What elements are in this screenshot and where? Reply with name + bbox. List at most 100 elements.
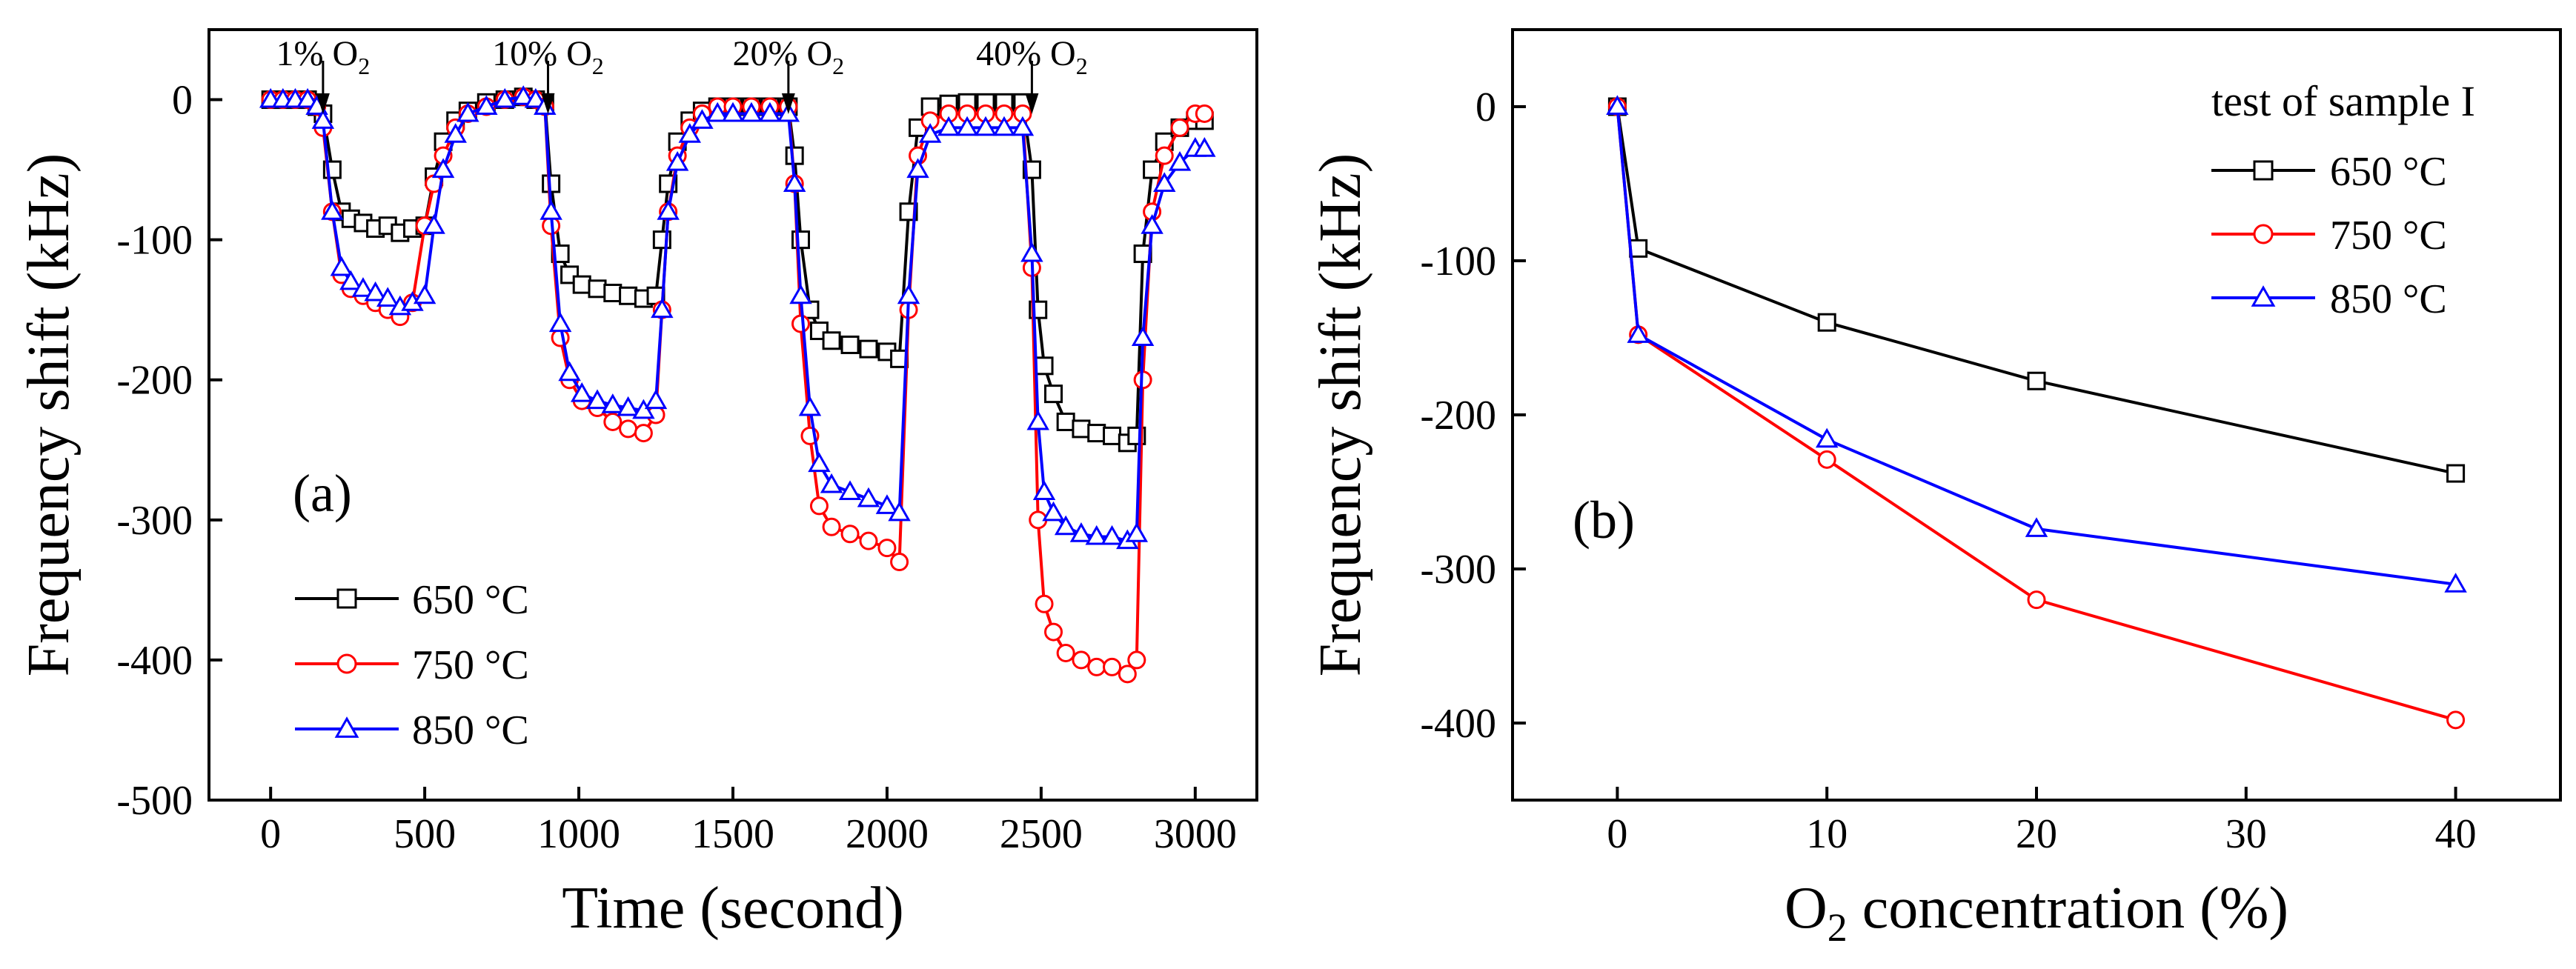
panel-a-legend-marker xyxy=(336,588,357,609)
panel-b-y-tick-label: -400 xyxy=(1420,701,1496,747)
panel-b-data-point xyxy=(1627,323,1650,343)
panel-a-data-point xyxy=(1087,657,1106,676)
panel-a-data-point xyxy=(570,382,594,402)
panel-a-data-point xyxy=(1195,104,1214,123)
panel-b-y-axis-title: Frequency shift (kHz) xyxy=(1308,153,1373,676)
panel-a-annotation-base: 20% O xyxy=(733,34,833,73)
panel-a-data-point xyxy=(551,328,570,347)
panel-a-data-point xyxy=(617,396,640,416)
panel-a-y-tick-label: -300 xyxy=(116,498,193,544)
panel-a-data-point xyxy=(1103,426,1122,445)
panel-a-data-point xyxy=(603,283,623,302)
panel-b-legend-marker xyxy=(2253,160,2274,181)
panel-a-data-point xyxy=(789,284,812,304)
panel-a-data-point xyxy=(1054,515,1078,536)
panel-b-series-2 xyxy=(1606,95,2467,593)
panel-a-data-point xyxy=(918,123,942,143)
panel-a-data-point xyxy=(809,496,829,516)
panel-a-data-point xyxy=(351,277,375,297)
panel-a-data-point xyxy=(1153,172,1176,192)
panel-a-data-point xyxy=(822,331,841,350)
panel-a-data-point xyxy=(840,335,860,354)
panel-a-legend-label: 750 °C xyxy=(412,642,529,688)
panel-a-series-line xyxy=(270,95,1205,543)
panel-a-y-tick-label: -100 xyxy=(116,218,193,264)
panel-a-data-point xyxy=(1056,643,1075,662)
panel-a-data-point xyxy=(678,123,702,143)
panel-a-data-point xyxy=(791,230,810,250)
panel-a-annotation: 10% O2 xyxy=(492,34,604,79)
panel-a-data-point xyxy=(706,101,729,122)
panel-b-x-axis-title-base: O xyxy=(1785,876,1828,941)
chart-panel-b: 0 10 20 30 40 0 -100 -200 -300 -400 (b) O2 concen… xyxy=(1308,28,2562,950)
panel-a-y-tick-label: -500 xyxy=(116,778,193,824)
panel-a-y-tick-label: -200 xyxy=(116,358,193,404)
panel-a-series-1 xyxy=(261,87,1214,684)
panel-a-data-point xyxy=(1032,480,1056,500)
panel-b-data-point xyxy=(2027,590,2046,610)
panel-a-data-point xyxy=(785,146,804,165)
panel-a-data-point xyxy=(822,517,841,536)
panel-a-data-point xyxy=(1155,146,1174,165)
panel-a-data-point xyxy=(540,200,562,220)
panel-a-annotations: 1% O2 10% O2 20% O2 40% O2 xyxy=(276,34,1088,114)
panel-a-y-axis-title: Frequency shift (kHz) xyxy=(16,153,82,676)
panel-a-data-point xyxy=(1087,424,1106,443)
panel-a-data-point xyxy=(1143,160,1162,179)
panel-a-data-point xyxy=(758,101,782,122)
panel-a-data-point xyxy=(524,87,548,108)
panel-b-series-layer xyxy=(1606,95,2467,730)
panel-a-data-point xyxy=(820,473,843,493)
panel-a-data-point xyxy=(632,399,655,419)
panel-a-data-point xyxy=(875,494,899,514)
panel-a-data-point xyxy=(906,158,929,179)
panel-a-x-axis-title: Time (second) xyxy=(562,876,903,941)
panel-a-data-point xyxy=(808,452,831,473)
panel-b-legend-label: 650 °C xyxy=(2330,149,2447,195)
panel-b-legend-marker xyxy=(2251,285,2276,307)
panel-a-x-tick-label: 1000 xyxy=(537,811,620,857)
panel-a-data-point xyxy=(634,424,653,443)
panel-a-data-point xyxy=(1035,356,1054,376)
panel-a-data-point xyxy=(1056,412,1075,431)
panel-a-data-point xyxy=(364,281,387,302)
panel-a-annotation: 1% O2 xyxy=(276,34,371,79)
panel-b-y-tick-label: 0 xyxy=(1475,84,1496,130)
panel-a-data-point xyxy=(603,412,623,431)
panel-a-data-point xyxy=(840,525,860,544)
panel-a-annotation-arrow-head xyxy=(316,93,330,114)
panel-a-series-0 xyxy=(261,87,1214,453)
panel-a-legend-marker xyxy=(336,653,357,674)
panel-a-data-point xyxy=(992,116,1016,136)
panel-a-data-point xyxy=(691,109,714,129)
panel-a-y-tick-label: 0 xyxy=(172,78,193,124)
panel-b-x-tick-label: 10 xyxy=(1806,811,1848,857)
panel-a-data-point xyxy=(721,101,745,122)
panel-a-data-point xyxy=(444,123,467,143)
panel-a-data-point xyxy=(1127,650,1146,670)
panel-a-series-2 xyxy=(259,85,1216,550)
panel-b-plot-frame xyxy=(1511,28,2562,802)
panel-b-x-axis-title: O2 concentration (%) xyxy=(1785,876,2288,950)
panel-a-data-point xyxy=(413,284,436,304)
panel-a-data-point xyxy=(1131,326,1155,346)
panel-a-data-point xyxy=(657,200,680,220)
panel-a-data-point xyxy=(601,393,625,413)
panel-b-x-axis-title-subscript: 2 xyxy=(1828,905,1848,950)
panel-a-series-line xyxy=(270,95,1205,445)
panel-a-data-point xyxy=(651,298,674,319)
panel-a-data-point xyxy=(665,150,689,171)
panel-a-data-point xyxy=(644,389,668,410)
panel-a-data-point xyxy=(330,256,353,276)
panel-b-data-point xyxy=(2446,464,2466,483)
panel-a-data-point xyxy=(798,396,822,416)
panel-a-x-tick-label: 1500 xyxy=(691,811,774,857)
panel-a-data-point xyxy=(1072,419,1091,439)
panel-a-data-point xyxy=(1141,214,1163,234)
panel-a-data-point xyxy=(937,116,960,136)
panel-a-annotation-base: 10% O xyxy=(492,34,592,73)
panel-a-data-point xyxy=(1035,594,1054,613)
panel-a-legend-label: 850 °C xyxy=(412,707,529,753)
panel-a-data-point xyxy=(494,87,517,108)
panel-b-y-tick-label: -100 xyxy=(1420,239,1496,284)
